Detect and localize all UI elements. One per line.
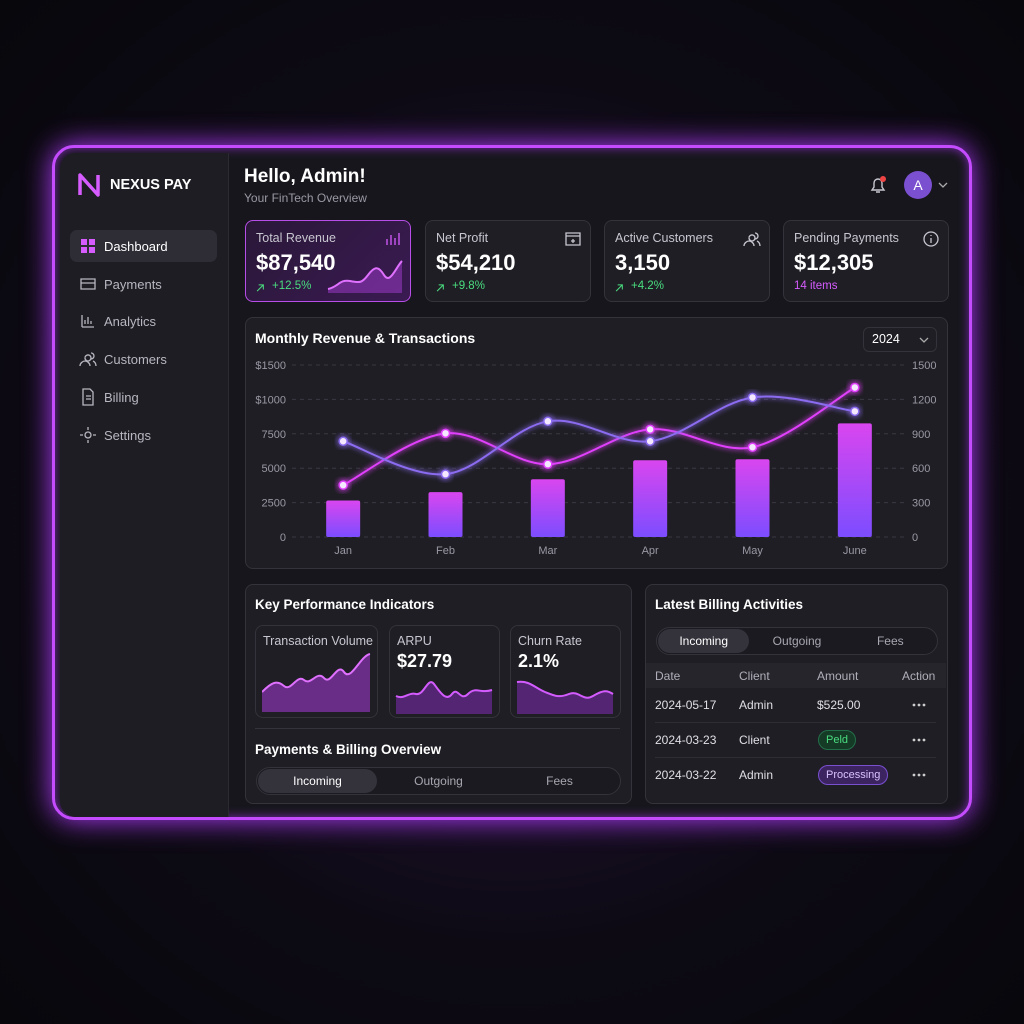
stat-label: Net Profit [436,231,489,245]
avatar[interactable]: A [904,171,932,199]
year-select[interactable]: 2024 [863,327,937,352]
nav-item[interactable]: Dashboard [70,230,217,262]
nav-label: Settings [104,427,151,443]
greeting: Hello, Admin! [244,166,366,187]
tab[interactable]: Outgoing [414,774,463,788]
kpi-card: Transaction Volume [255,625,378,718]
subtitle: Your FinTech Overview [244,191,367,205]
table-cell: Admin [739,768,774,782]
nav-item[interactable]: Analytics [70,305,217,337]
divider [255,728,620,729]
stat-value: $54,210 [436,250,516,275]
trend-icon [615,284,623,292]
trend-icon [436,284,444,292]
stat-change: +12.5% [272,280,312,292]
kpi-label: Churn Rate [518,634,582,648]
table-cell: 2024-05-17 [655,698,717,712]
column-header: Date [655,669,681,683]
sparkline [262,653,371,712]
kpi-value: 2.1% [518,651,560,671]
stat-card: Pending Payments $12,305 14 items [783,220,949,302]
column-header: Client [739,669,770,683]
stat-change: +9.8% [452,280,485,292]
brand: NEXUS PAY [110,177,192,193]
stat-value: $12,305 [794,250,874,275]
action-menu[interactable] [911,702,927,708]
kpi-title: Key Performance Indicators [255,597,435,612]
table-cell: 2024-03-22 [655,768,717,782]
overview-title: Payments & Billing Overview [255,742,442,757]
kpi-card: Churn Rate 2.1% [510,625,621,718]
sparkline [395,681,493,714]
stat-icon [565,232,581,246]
kpi-label: Transaction Volume [263,634,374,648]
logo-icon [78,173,100,197]
nav-item[interactable]: Customers [70,343,217,375]
nav-label: Customers [104,351,167,367]
stat-value: $87,540 [256,250,336,275]
kpi-value: $27.79 [397,651,453,671]
action-menu[interactable] [911,772,927,778]
tab[interactable]: Incoming [258,769,377,793]
stat-label: Active Customers [615,231,713,245]
sidebar [60,153,229,817]
tab[interactable]: Fees [876,634,904,648]
table-cell: Client [739,733,770,747]
stat-value: 3,150 [615,250,671,275]
nav-icon [81,239,95,253]
kpi-label: ARPU [397,634,432,648]
stat-icon [386,233,400,245]
stat-card: Total Revenue $87,540 +12.5% [245,220,411,302]
column-header: Amount [817,669,859,683]
stat-label: Total Revenue [256,231,336,245]
stat-change: 14 items [794,280,838,292]
tab[interactable]: Outgoing [772,634,822,648]
trend-icon [256,284,264,292]
table-cell: Admin [739,698,774,712]
table-cell: 2024-03-23 [655,733,717,747]
action-menu[interactable] [911,737,927,743]
nav-label: Payments [104,276,162,292]
chart-title: Monthly Revenue & Transactions [255,330,476,346]
tab[interactable]: Incoming [658,629,750,653]
year-label: 2024 [872,332,900,346]
kpi-card: ARPU $27.79 [389,625,500,718]
nav-label: Billing [104,389,139,405]
chart-panel [245,317,948,569]
row-divider [655,722,936,723]
nav-item[interactable]: Payments [70,268,217,300]
sparkline [327,260,403,293]
nav-label: Analytics [104,313,157,329]
billing-tabs: Incoming Outgoing Fees [656,627,938,655]
nav-icon [79,352,97,367]
stat-card: Active Customers 3,150 +4.2% [604,220,770,302]
column-header: Action [902,669,936,683]
row-divider [655,757,936,758]
billing-panel [645,584,948,804]
stat-card: Net Profit $54,210 +9.8% [425,220,591,302]
nav-label: Dashboard [104,238,168,254]
stat-label: Pending Payments [794,231,899,245]
tab[interactable]: Fees [546,774,573,788]
sparkline [516,680,614,714]
status-badge: Processing [818,765,889,785]
status-badge: Peld [818,730,857,750]
stat-change: +4.2% [631,280,664,292]
nav-icon [81,315,94,328]
table-cell: $525.00 [817,698,861,712]
table-header [646,663,946,688]
nav-icon [80,427,96,443]
nav-item[interactable]: Billing [70,381,217,413]
overview-tabs: Incoming Outgoing Fees [256,767,621,795]
stat-icon [743,232,761,247]
billing-title: Latest Billing Activities [655,597,804,612]
nav-item[interactable]: Settings [70,419,217,451]
chevron [938,182,948,188]
nav-icon [82,388,94,406]
bell-icon[interactable] [868,175,888,195]
chevron [919,337,929,343]
stat-icon [923,231,939,247]
nav-icon [80,278,96,290]
